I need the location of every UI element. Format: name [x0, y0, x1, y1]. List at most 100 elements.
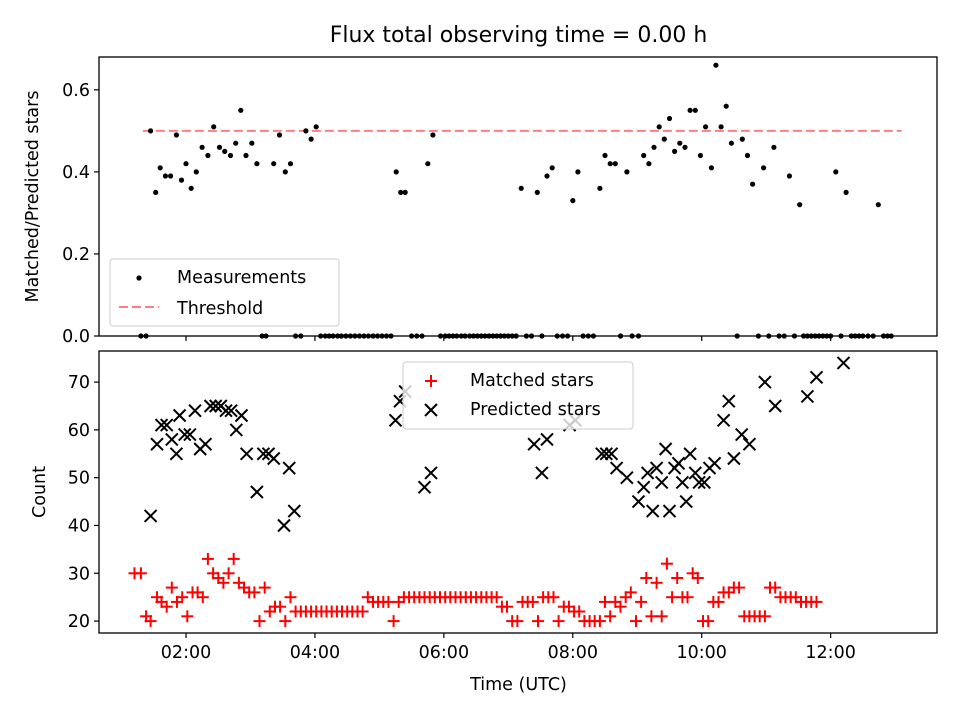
- matched-star-point: [573, 605, 586, 618]
- predicted-star-point: [604, 447, 619, 461]
- count-y-tick-label: 70: [68, 373, 90, 393]
- predicted-star-point: [282, 461, 296, 475]
- predicted-star-point: [800, 389, 815, 404]
- measurement-point: [612, 161, 618, 167]
- count-y-tick-label: 40: [68, 516, 90, 536]
- ratio-y-tick-label: 0.0: [62, 327, 90, 347]
- measurement-point: [682, 144, 688, 150]
- matched-star-point: [640, 572, 653, 584]
- measurement-point: [728, 140, 735, 146]
- measurement-point: [199, 144, 205, 150]
- matched-star-point: [702, 615, 715, 628]
- matched-star-point: [181, 610, 194, 623]
- matched-star-point: [650, 576, 663, 589]
- count-x-tick-label: 08:00: [548, 643, 598, 663]
- count-y-label: Count: [30, 466, 50, 518]
- matched-star-point: [284, 591, 297, 604]
- measurement-point: [216, 144, 223, 150]
- measurement-point: [398, 189, 404, 195]
- matched-star-point: [160, 600, 173, 613]
- time-x-label: Time (UTC): [469, 675, 567, 695]
- matched-star-point: [630, 615, 642, 628]
- predicted-star-point: [640, 466, 655, 480]
- ratio-legend: Measurements Threshold: [109, 258, 340, 327]
- count-x-axis: 02:00 04:00 06:00 08:00 10:00 12:00: [161, 633, 856, 663]
- measurement-point: [205, 152, 211, 159]
- matched-star-point: [635, 595, 648, 608]
- measurement-point: [687, 107, 693, 113]
- predicted-star-point: [177, 427, 192, 442]
- matched-star-point: [769, 581, 782, 594]
- measurement-point: [173, 132, 179, 138]
- matched-star-point: [196, 591, 209, 604]
- matched-star-point: [691, 572, 704, 584]
- measurement-point: [703, 124, 709, 130]
- count-panel: 20 30 40 50 60 70 02:00 04:00 06:00 08:00 10:00 12…: [30, 350, 938, 695]
- measurement-point: [656, 124, 662, 130]
- predicted-star-point: [277, 518, 291, 533]
- measurement-point: [393, 169, 399, 175]
- matched-star-point: [614, 600, 627, 613]
- measurement-point: [624, 169, 630, 175]
- matched-star-point: [144, 615, 157, 628]
- matched-star-point: [599, 595, 611, 608]
- ratio-panel: 0.0 0.2 0.4 0.6 Matched/Predicted stars Mea…: [23, 56, 938, 347]
- matched-star-point: [501, 600, 513, 613]
- count-y-tick-label: 60: [68, 421, 90, 441]
- matched-star-point: [645, 610, 658, 623]
- measurement-point: [797, 202, 803, 208]
- predicted-star-point: [768, 399, 782, 413]
- predicted-star-point: [203, 399, 218, 413]
- measurements-legend-label: Measurements: [177, 268, 306, 288]
- ratio-y-label: Matched/Predicted stars: [23, 91, 43, 303]
- measurement-point: [287, 161, 294, 167]
- predicted-star-point: [239, 447, 254, 461]
- matched-star-point: [382, 595, 395, 608]
- predicted-star-point: [683, 447, 697, 461]
- predicted-star-point: [742, 437, 757, 451]
- predicted-star-point: [595, 447, 609, 461]
- measurement-point: [875, 202, 881, 208]
- predicted-star-point: [143, 509, 158, 523]
- predicted-legend-marker: [424, 403, 438, 417]
- matched-star-point: [552, 615, 565, 628]
- predicted-star-point: [229, 423, 244, 437]
- count-y-tick-label: 30: [68, 564, 90, 584]
- ratio-x-axis: [185, 336, 832, 341]
- count-y-axis: 20 30 40 50 60 70: [68, 373, 99, 632]
- count-plot-frame: [98, 350, 938, 634]
- measurement-point: [692, 107, 698, 113]
- matched-star-point: [758, 610, 771, 623]
- predicted-star-point: [620, 470, 634, 485]
- matched-star-point: [165, 581, 178, 594]
- predicted-star-point: [722, 394, 736, 408]
- count-legend-box: [402, 361, 634, 430]
- matched-legend-label: Matched stars: [470, 371, 594, 391]
- measurement-point: [233, 140, 239, 146]
- measurement-point: [402, 189, 408, 195]
- measurement-point: [549, 165, 555, 171]
- predicted-star-point: [169, 447, 184, 461]
- measurement-point: [313, 124, 319, 130]
- measurement-point: [697, 152, 704, 159]
- figure-title: Flux total observing time = 0.00 h: [330, 23, 708, 48]
- predicted-star-point: [658, 442, 673, 456]
- matched-star-point: [253, 615, 266, 628]
- predicted-star-point: [671, 456, 686, 471]
- measurement-point: [677, 140, 683, 146]
- measurement-point: [518, 185, 524, 191]
- matched-star-point: [624, 586, 637, 599]
- measurement-point: [602, 152, 608, 159]
- measurement-point: [425, 161, 431, 167]
- measurement-point: [227, 152, 234, 159]
- predicted-star-point: [697, 475, 712, 490]
- measurement-point: [238, 107, 244, 113]
- measurement-point: [534, 189, 540, 195]
- ratio-y-tick-label: 0.6: [62, 81, 90, 101]
- measurement-point: [723, 103, 729, 109]
- predicted-star-point: [727, 451, 741, 466]
- measurement-point: [651, 144, 657, 150]
- matched-star-point: [217, 576, 230, 589]
- measurement-point: [168, 173, 174, 179]
